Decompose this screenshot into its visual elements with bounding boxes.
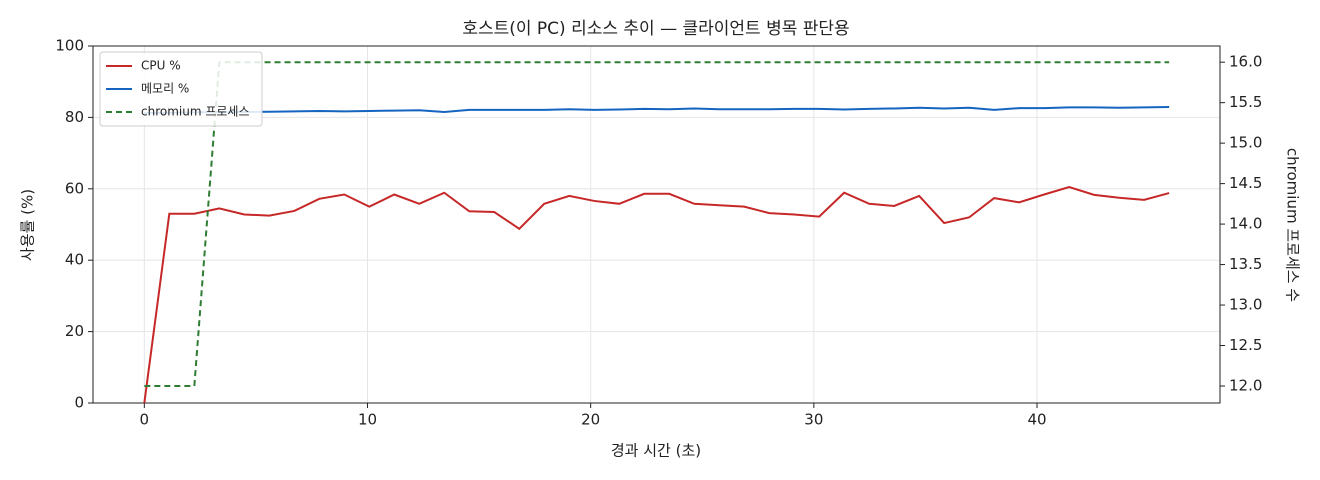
y-tick-label: 0 xyxy=(74,394,84,412)
x-tick-label: 30 xyxy=(804,411,823,429)
y2-tick-label: 13.0 xyxy=(1229,296,1262,314)
legend-label: 메모리 % xyxy=(141,82,189,96)
series-line xyxy=(144,61,1170,387)
y2-tick-label: 16.0 xyxy=(1229,53,1262,71)
plot-frame xyxy=(92,45,1221,404)
y-tick-label: 80 xyxy=(65,108,84,126)
series-line xyxy=(143,185,1170,404)
x-tick-label: 40 xyxy=(1027,411,1046,429)
y2-tick-label: 13.5 xyxy=(1229,255,1262,273)
series-line xyxy=(144,106,1170,115)
x-tick-label: 10 xyxy=(358,411,377,429)
x-axis-label: 경과 시간 (초) xyxy=(611,442,701,460)
y2-tick-label: 12.5 xyxy=(1229,336,1262,354)
legend-box xyxy=(99,51,263,127)
legend-label: chromium 프로세스 xyxy=(141,105,250,119)
x-tick-label: 0 xyxy=(140,411,150,429)
y-tick-label: 100 xyxy=(55,37,84,55)
y-tick-label: 20 xyxy=(65,322,84,340)
y2-tick-label: 14.5 xyxy=(1229,174,1262,192)
y2-tick-label: 12.0 xyxy=(1229,377,1262,395)
y2-tick-label: 15.0 xyxy=(1229,134,1262,152)
y2-tick-label: 15.5 xyxy=(1229,93,1262,111)
legend-label: CPU % xyxy=(141,59,181,73)
y-tick-label: 40 xyxy=(65,251,84,269)
chart-title: 호스트(이 PC) 리소스 추이 — 클라이언트 병목 판단용 xyxy=(462,19,849,39)
y-tick-label: 60 xyxy=(65,179,84,197)
legend: CPU % 메모리 % chromium 프로세스 xyxy=(99,51,263,127)
y2-axis-label: chromium 프로세스 수 xyxy=(1284,148,1302,302)
y-axis-label: 사용률 (%) xyxy=(19,189,37,261)
y2-tick-label: 14.0 xyxy=(1229,215,1262,233)
x-tick-label: 20 xyxy=(581,411,600,429)
